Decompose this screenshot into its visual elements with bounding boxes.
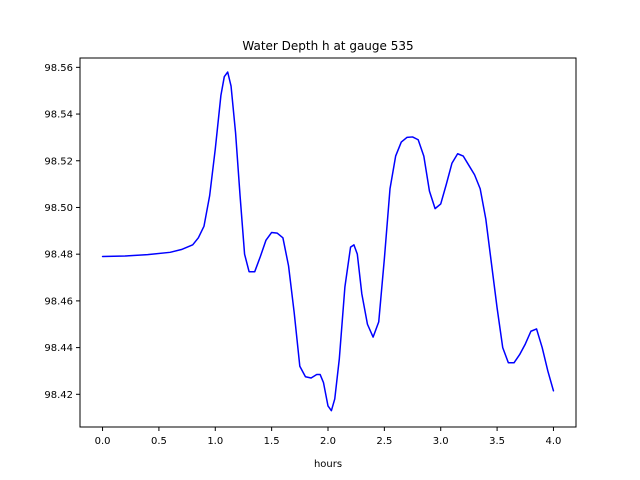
y-tick-label: 98.46 bbox=[44, 296, 73, 307]
y-tick-label: 98.42 bbox=[44, 390, 73, 401]
chart-title: Water Depth h at gauge 535 bbox=[242, 39, 413, 53]
series-line-0 bbox=[101, 71, 555, 412]
x-tick-label: 2.5 bbox=[376, 436, 392, 447]
y-tick-label: 98.48 bbox=[44, 250, 73, 261]
y-tick-label: 98.44 bbox=[44, 343, 73, 354]
x-tick-label: 0.0 bbox=[95, 436, 111, 447]
plot-area: 0.0 0.5 1.0 1.5 2.0 2.5 3.0 3.5 4.0 98.42 98.44 98.… bbox=[44, 57, 577, 447]
x-axis-label: hours bbox=[314, 459, 342, 470]
x-tick-label: 3.0 bbox=[433, 436, 449, 447]
y-tick-label: 98.52 bbox=[44, 156, 73, 167]
y-tick-label: 98.56 bbox=[44, 63, 73, 74]
y-tick-label: 98.50 bbox=[44, 203, 73, 214]
x-tick-label: 4.0 bbox=[546, 436, 562, 447]
x-tick-label: 0.5 bbox=[151, 436, 167, 447]
y-tick-label: 98.54 bbox=[44, 110, 73, 121]
x-tick-label: 2.0 bbox=[320, 436, 336, 447]
x-tick-label: 1.5 bbox=[264, 436, 280, 447]
x-tick-label: 1.0 bbox=[207, 436, 223, 447]
x-tick-label: 3.5 bbox=[489, 436, 505, 447]
